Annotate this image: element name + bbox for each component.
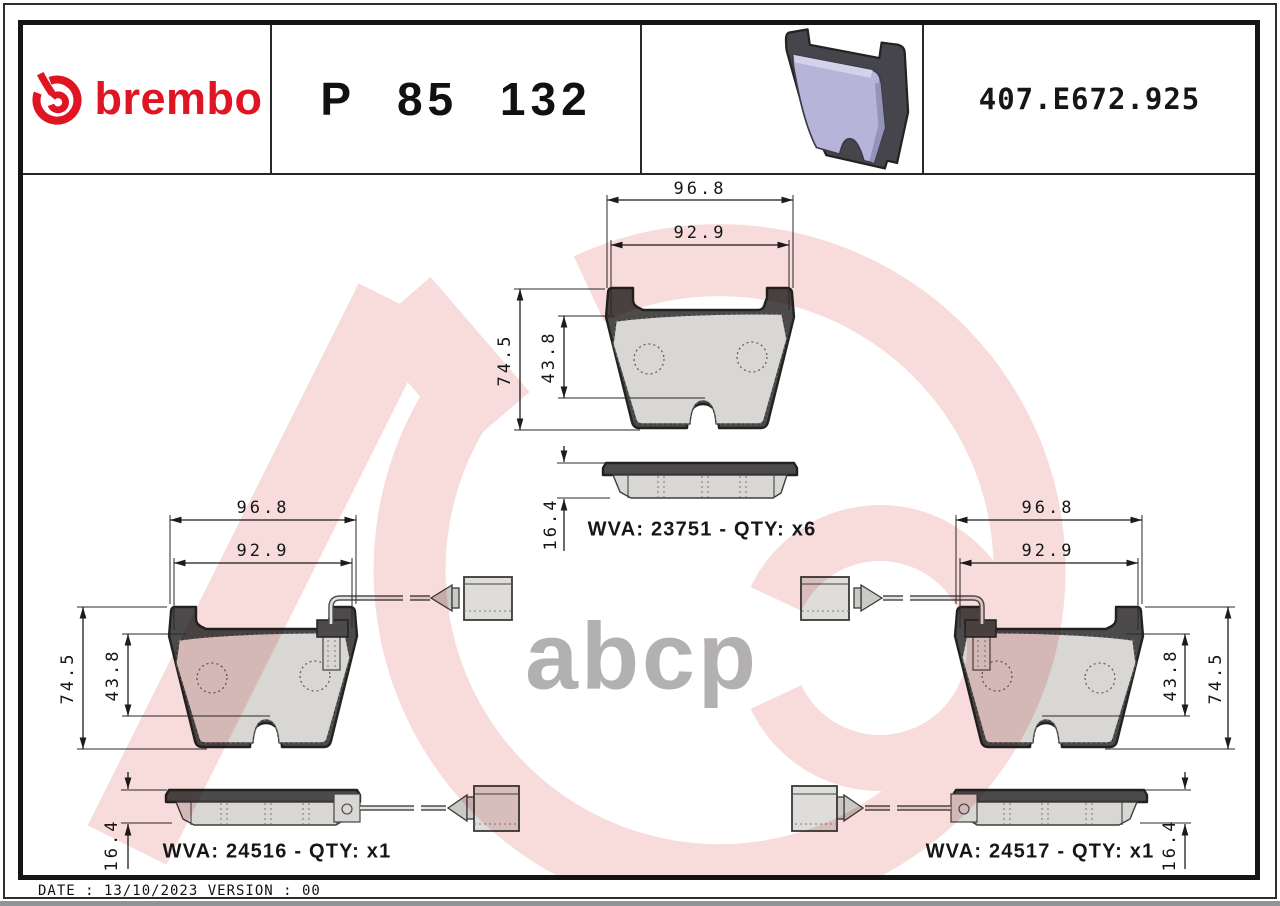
dim-pad-height-left: 43.8 (103, 648, 123, 702)
dim-pad-width-right: 92.9 (1021, 541, 1075, 561)
dim-pad-height-right: 43.8 (1161, 648, 1181, 702)
brake-pad-3d-image (784, 28, 910, 170)
dim-outer-height-center: 74.5 (495, 333, 515, 387)
dim-thickness-center: 16.4 (541, 497, 561, 551)
brand-wordmark: brembo (94, 73, 263, 124)
dim-outer-width-left: 96.8 (236, 498, 290, 518)
wva-label-right: WVA: 24517 - QTY: x1 (925, 840, 1155, 863)
dim-pad-height-center: 43.8 (539, 330, 559, 384)
header-cell-product-image (640, 25, 922, 173)
dim-thickness-left: 16.4 (102, 818, 122, 872)
dim-pad-width-left: 92.9 (236, 541, 290, 561)
footer-date-version: DATE : 13/10/2023 VERSION : 00 (38, 883, 321, 899)
catalog-number: 407.E672.925 (978, 82, 1201, 116)
header-cell-catalog-number: 407.E672.925 (922, 25, 1255, 173)
dim-thickness-right: 16.4 (1160, 818, 1180, 872)
dim-pad-width-center: 92.9 (673, 223, 727, 243)
dim-outer-height-left: 74.5 (58, 651, 78, 705)
header: brembo P 85 132 407.E672.925 (23, 25, 1255, 175)
header-cell-part-number: P 85 132 (270, 25, 640, 173)
dim-outer-width-center: 96.8 (673, 179, 727, 199)
brembo-logo-icon (32, 72, 83, 125)
dim-outer-width-right: 96.8 (1021, 498, 1075, 518)
wva-label-center: WVA: 23751 - QTY: x6 (587, 518, 817, 541)
bottom-edge-strip (0, 901, 1280, 906)
header-cell-logo: brembo (23, 25, 270, 173)
brand-logo: brembo (30, 72, 262, 126)
outer-border (3, 3, 1277, 899)
wva-label-left: WVA: 24516 - QTY: x1 (162, 840, 392, 863)
part-number: P 85 132 (320, 73, 592, 125)
dim-outer-height-right: 74.5 (1206, 651, 1226, 705)
